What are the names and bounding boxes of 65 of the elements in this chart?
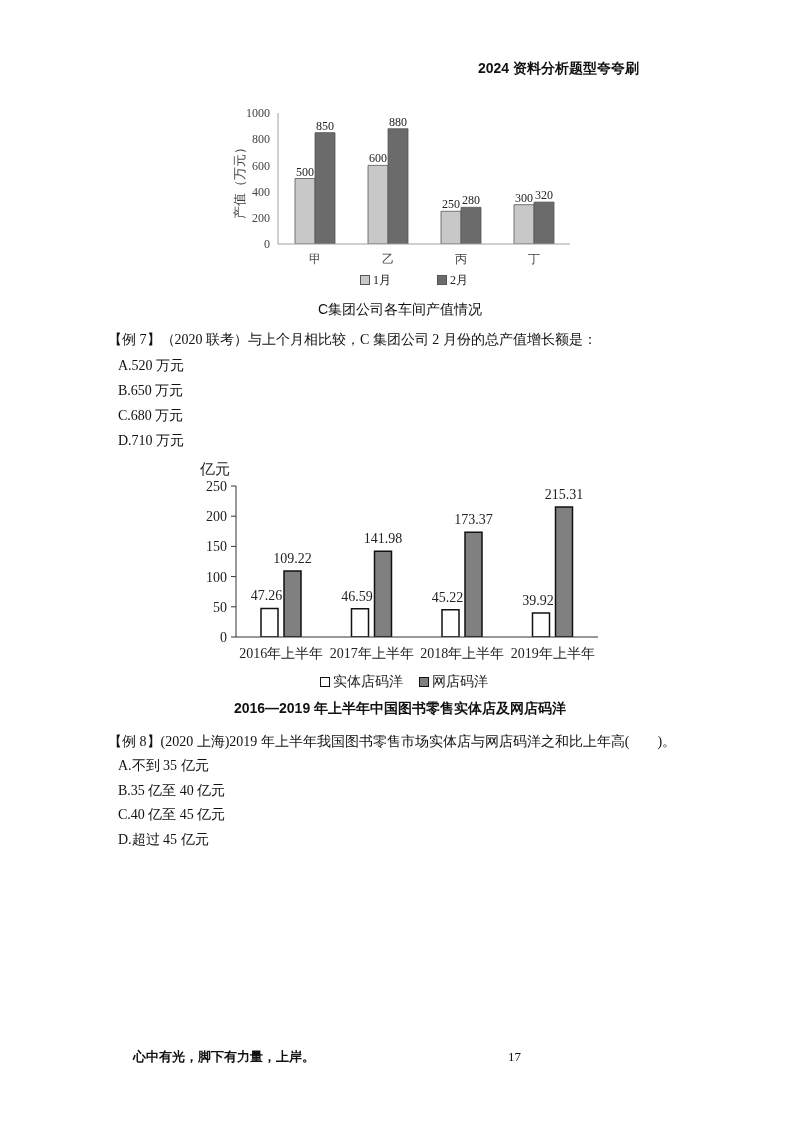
text: B.35 亿至 40 亿元 [118,782,226,800]
x-tick-label: 乙 [381,251,394,266]
text: 【例 7】（2020 联考）与上个月相比较，C 集团公司 2 月份的总产值增长额是： [108,331,597,349]
legend-label: 1月 [372,272,391,289]
text: 【例 8】(2020 上海)2019 年上半年我国图书零售市场实体店与网店码洋之和比上年高( )。 [108,733,677,751]
text: 17 [508,1048,521,1066]
data-label: 141.98 [363,531,403,547]
text: D.710 万元 [118,432,185,450]
y-tick-label: 100 [206,569,227,585]
text: C.40 亿至 45 亿元 [118,806,226,824]
y-tick-label: 200 [252,211,270,226]
data-label: 46.59 [341,588,373,604]
data-label: 250 [442,197,460,212]
data-label: 300 [515,190,533,205]
y-tick-label: 250 [206,478,227,494]
y-axis-title: 亿元 [200,460,230,479]
data-label: 500 [296,164,314,179]
y-tick-label: 800 [252,132,270,147]
bar [554,506,574,637]
bar [531,612,551,637]
y-tick-label: 50 [213,599,227,615]
data-label: 600 [369,151,387,166]
bar [260,607,279,637]
y-tick-label: 200 [206,509,227,525]
data-label: 280 [462,193,480,208]
data-label: 109.22 [273,551,312,567]
data-label: 320 [535,188,553,203]
legend-label: 2月 [449,272,468,289]
y-tick-label: 150 [206,539,227,555]
y-tick-label: 0 [220,629,227,645]
x-tick-label: 2019年上半年 [510,645,595,661]
legend-label: 网店码洋 [431,673,488,691]
y-axis-title: 产值（万元） [231,141,248,219]
x-tick-label: 丁 [527,251,540,266]
bar [441,608,460,637]
text: B.650 万元 [118,382,184,400]
legend-label: 实体店码洋 [332,673,403,691]
text: C集团公司各车间产值情况 [316,301,484,319]
text: D.超过 45 亿元 [118,831,209,849]
y-tick-label: 0 [264,237,270,252]
bar [350,608,370,637]
data-label: 850 [316,118,334,133]
data-label: 45.22 [431,589,464,605]
x-tick-label: 2018年上半年 [420,645,505,661]
text: C.680 万元 [118,407,184,425]
bar [283,570,302,637]
x-tick-label: 甲 [308,251,321,266]
text: 2024 资料分析题型夸夸刷 [478,59,640,77]
text: 心中有光，脚下有力量，上岸。 [133,1048,315,1066]
text: 2016—2019 年上半年中国图书零售实体店及网店码洋 [232,700,568,718]
y-tick-label: 600 [252,158,270,173]
y-tick-label: 400 [252,184,270,199]
bar [373,550,393,637]
y-tick-label: 1000 [246,106,270,121]
x-tick-label: 2016年上半年 [239,645,324,661]
data-label: 173.37 [454,512,493,528]
bar [464,531,483,637]
text: A.不到 35 亿元 [118,757,209,775]
x-tick-label: 丙 [454,251,467,266]
data-label: 39.92 [522,592,554,608]
data-label: 215.31 [544,486,584,502]
x-tick-label: 2017年上半年 [329,645,414,661]
data-label: 880 [389,114,407,129]
text: A.520 万元 [118,357,185,375]
data-label: 47.26 [250,588,283,604]
